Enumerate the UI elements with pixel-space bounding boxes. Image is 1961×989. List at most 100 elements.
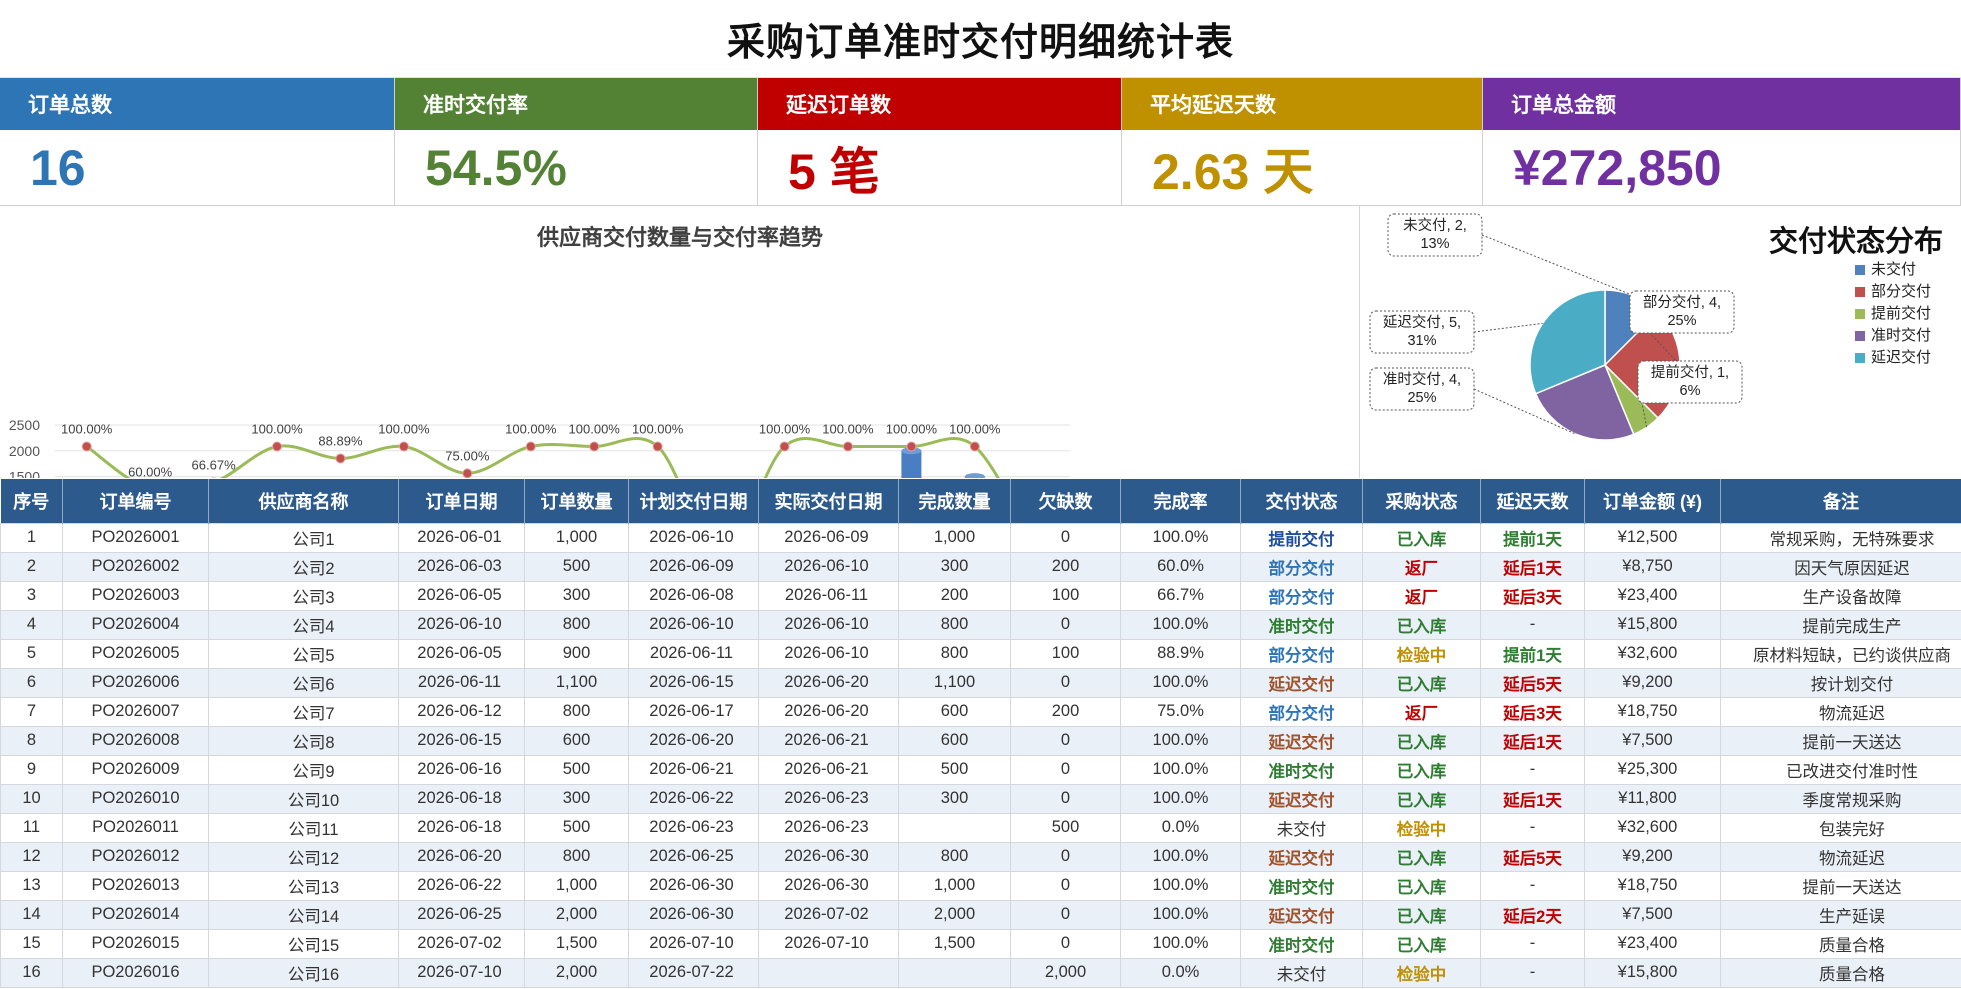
table-body: 1 PO2026001 公司1 2026-06-01 1,000 2026-06-10 20…	[0, 522, 1961, 988]
table-row[interactable]: 14 PO2026014 公司14 2026-06-25 2,000 2026-06-30…	[0, 899, 1961, 930]
table-cell: PO2026003	[62, 580, 209, 611]
table-cell: -	[1480, 754, 1585, 785]
table-cell: 返厂	[1362, 580, 1481, 611]
table-cell: PO2026010	[62, 783, 209, 814]
table-row[interactable]: 6 PO2026006 公司6 2026-06-11 1,100 2026-06-15 20…	[0, 667, 1961, 698]
table-row[interactable]: 7 PO2026007 公司7 2026-06-12 800 2026-06-17 2026…	[0, 696, 1961, 727]
rate-marker	[589, 441, 600, 452]
table-cell: 提前交付	[1240, 522, 1363, 553]
table-cell: 2026-06-12	[398, 696, 525, 727]
table-cell: 2026-06-15	[398, 725, 525, 756]
column-header[interactable]: 计划交付日期	[628, 479, 759, 523]
column-header[interactable]: 订单编号	[62, 479, 209, 523]
table-cell: 延后1天	[1480, 783, 1585, 814]
table-row[interactable]: 13 PO2026013 公司13 2026-06-22 1,000 2026-06-30…	[0, 870, 1961, 901]
data-label-box	[1637, 360, 1743, 404]
table-cell: 100.0%	[1120, 899, 1241, 930]
table-cell: 延迟交付	[1240, 725, 1363, 756]
table-cell: PO2026013	[62, 870, 209, 901]
table-cell: 800	[524, 841, 629, 872]
table-cell: 0	[1010, 928, 1121, 959]
table-cell: 返厂	[1362, 696, 1481, 727]
rate-label: 75.00%	[445, 448, 490, 463]
table-cell: 1,000	[524, 870, 629, 901]
column-header[interactable]: 供应商名称	[208, 479, 399, 523]
table-cell: ¥23,400	[1584, 928, 1721, 959]
table-cell: 300	[524, 783, 629, 814]
table-row[interactable]: 3 PO2026003 公司3 2026-06-05 300 2026-06-08 2026…	[0, 580, 1961, 611]
table-row[interactable]: 2 PO2026002 公司2 2026-06-03 500 2026-06-09 2026…	[0, 551, 1961, 582]
table-row[interactable]: 8 PO2026008 公司8 2026-06-15 600 2026-06-20 2026…	[0, 725, 1961, 756]
table-row[interactable]: 4 PO2026004 公司4 2026-06-10 800 2026-06-10 2026…	[0, 609, 1961, 640]
table-cell: PO2026012	[62, 841, 209, 872]
table-row[interactable]: 10 PO2026010 公司10 2026-06-18 300 2026-06-22 20…	[0, 783, 1961, 814]
column-header[interactable]: 订单日期	[398, 479, 525, 523]
table-cell: 物流延迟	[1720, 696, 1961, 727]
pie-data-label: 部分交付, 4,	[1643, 293, 1721, 311]
table-cell: ¥7,500	[1584, 725, 1721, 756]
column-header[interactable]: 备注	[1720, 479, 1961, 523]
table-cell: 0	[1010, 754, 1121, 785]
table-cell: 66.7%	[1120, 580, 1241, 611]
table-cell: 延迟交付	[1240, 783, 1363, 814]
column-header[interactable]: 实际交付日期	[758, 479, 899, 523]
table-row[interactable]: 11 PO2026011 公司11 2026-06-18 500 2026-06-23 20…	[0, 812, 1961, 843]
table-cell: 88.9%	[1120, 638, 1241, 669]
table-cell: 12	[0, 841, 63, 872]
column-header[interactable]: 订单金额 (¥)	[1584, 479, 1721, 523]
table-cell: 2026-07-02	[398, 928, 525, 959]
table-cell: 2026-06-10	[758, 638, 899, 669]
column-header[interactable]: 订单数量	[524, 479, 629, 523]
table-cell: 公司8	[208, 725, 399, 756]
table-row[interactable]: 12 PO2026012 公司12 2026-06-20 800 2026-06-25 20…	[0, 841, 1961, 872]
table-cell: 公司15	[208, 928, 399, 959]
table-cell: 物流延迟	[1720, 841, 1961, 872]
table-cell: 公司5	[208, 638, 399, 669]
table-cell: 2	[0, 551, 63, 582]
table-cell: 500	[524, 551, 629, 582]
table-row[interactable]: 5 PO2026005 公司5 2026-06-05 900 2026-06-11 2026…	[0, 638, 1961, 669]
table-row[interactable]: 15 PO2026015 公司15 2026-07-02 1,500 2026-07-10…	[0, 928, 1961, 959]
column-header[interactable]: 完成数量	[898, 479, 1011, 523]
table-cell: 2026-06-21	[758, 725, 899, 756]
legend-swatch	[1855, 309, 1865, 319]
column-header[interactable]: 序号	[0, 479, 63, 523]
table-cell: 2026-06-10	[758, 609, 899, 640]
table-cell: 检验中	[1362, 957, 1481, 988]
rate-label: 100.00%	[949, 422, 1001, 437]
table-cell: 8	[0, 725, 63, 756]
table-cell: 2026-06-11	[758, 580, 899, 611]
pie-data-label: 25%	[1407, 390, 1436, 406]
table-cell: 1,000	[524, 522, 629, 553]
column-header[interactable]: 采购状态	[1362, 479, 1481, 523]
table-cell: 已入库	[1362, 841, 1481, 872]
column-header[interactable]: 延迟天数	[1480, 479, 1585, 523]
table-cell: 0.0%	[1120, 957, 1241, 988]
table-cell: 2026-06-25	[628, 841, 759, 872]
table-cell: 200	[898, 580, 1011, 611]
table-cell: 未交付	[1240, 812, 1363, 843]
table-cell: 延后5天	[1480, 667, 1585, 698]
column-header[interactable]: 完成率	[1120, 479, 1241, 523]
rate-marker	[335, 453, 346, 464]
y-tick-label: 2000	[9, 443, 40, 459]
legend-label: 部分交付	[1871, 282, 1931, 300]
table-cell: ¥18,750	[1584, 870, 1721, 901]
table-cell: 2026-06-22	[628, 783, 759, 814]
table-row[interactable]: 1 PO2026001 公司1 2026-06-01 1,000 2026-06-10 20…	[0, 522, 1961, 553]
table-cell: 800	[898, 638, 1011, 669]
table-cell: -	[1480, 870, 1585, 901]
table-cell: 2026-06-30	[628, 899, 759, 930]
table-row[interactable]: 16 PO2026016 公司16 2026-07-10 2,000 2026-07-22…	[0, 957, 1961, 988]
table-cell: 60.0%	[1120, 551, 1241, 582]
table-cell: 公司13	[208, 870, 399, 901]
rate-label: 60.00%	[128, 465, 173, 479]
table-cell: 部分交付	[1240, 551, 1363, 582]
column-header[interactable]: 交付状态	[1240, 479, 1363, 523]
column-header[interactable]: 欠缺数	[1010, 479, 1121, 523]
table-row[interactable]: 9 PO2026009 公司9 2026-06-16 500 2026-06-21 2026…	[0, 754, 1961, 785]
combo-chart-svg: 0500100015002000250010003002008008001100…	[9, 417, 1070, 479]
table-cell: 100.0%	[1120, 754, 1241, 785]
table-cell: ¥18,750	[1584, 696, 1721, 727]
pie-data-label: 未交付, 2,	[1403, 216, 1467, 234]
